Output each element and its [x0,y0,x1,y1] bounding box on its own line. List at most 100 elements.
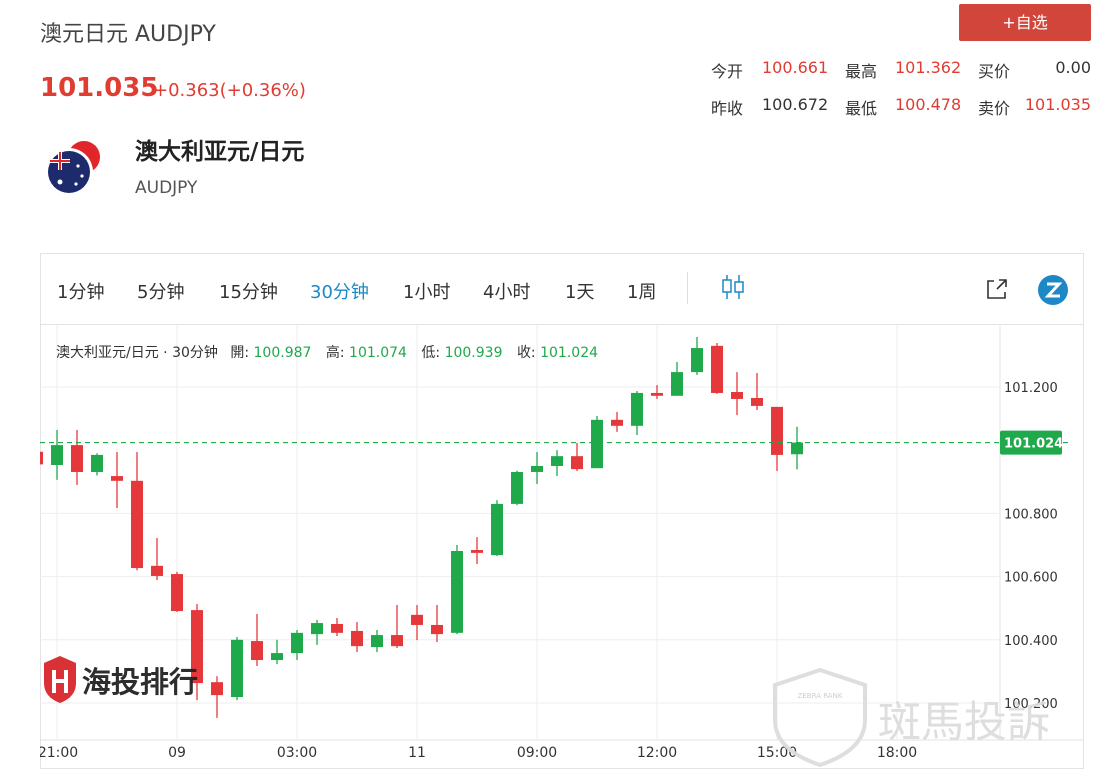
popout-button[interactable] [985,277,1009,301]
stat-value: 101.362 [895,58,962,77]
watermark-right: 斑馬投訴 [878,698,1050,748]
y-tick-label: 100.600 [1004,571,1058,586]
chart: 100.200 100.400 100.600 100.800 101.200 21:00… [40,325,1083,768]
candle-body [671,372,683,396]
interval-tab[interactable]: 15分钟 [219,282,278,303]
y-tick-label: 100.200 [1004,697,1058,712]
candle-body [651,392,663,396]
candle-body [691,348,703,373]
stat-label: 最低 [845,99,878,118]
interval-tab-active[interactable]: 30分钟 [310,282,369,303]
interval-tab[interactable]: 5分钟 [137,282,185,303]
stat-value: 101.035 [1024,95,1091,114]
candle-body [451,550,463,633]
flag-icon [45,141,100,196]
interval-tab[interactable]: 1分钟 [57,282,105,303]
x-tick-label: 21:00 [40,745,78,761]
watchlist-button[interactable]: +自选 [959,4,1091,41]
candle-body [511,471,523,504]
interval-tab[interactable]: 1小时 [403,282,451,303]
candle-body [331,624,343,633]
stat-value: 100.478 [895,95,962,114]
legend-label: 低: [421,345,441,361]
toolbar [40,253,1083,325]
x-tick-label: 18:00 [877,745,917,761]
x-tick-label: 09:00 [517,745,557,761]
candle-body [591,419,603,469]
candle-body [151,565,163,576]
candle-body [231,639,243,698]
stat-label: 昨收 [711,99,744,118]
legend-value: 100.939 [444,345,503,361]
x-tick-label: 09 [168,745,186,761]
candle-body [311,623,323,635]
chart-panel [40,253,1084,769]
x-tick-label: 03:00 [277,745,317,761]
y-tick-label: 101.200 [1004,381,1058,396]
stat-value: 100.672 [762,95,829,114]
logo-button[interactable] [1037,274,1069,306]
stat-value: 100.661 [762,58,829,77]
candle-body [91,454,103,472]
candle-body [531,465,543,472]
stat-label: 买价 [978,62,1011,81]
candle-body [40,451,43,465]
candle-body [631,392,643,426]
candle-body [131,480,143,569]
interval-tab[interactable]: 1周 [627,282,657,303]
legend-label: 開: [230,345,250,361]
legend-value: 101.024 [540,345,599,361]
candle-body [571,456,583,470]
watermark-badge: ZEBRA RANK [798,692,843,700]
candle-body [711,345,723,393]
watermark-left: 海投排行 [82,665,198,699]
candle-body [611,419,623,426]
price-change: +0.363(+0.36%) [153,80,306,101]
candle-body [251,641,263,661]
y-tick-label: 100.800 [1004,507,1058,522]
legend-value: 100.987 [253,345,312,361]
candle-body [471,550,483,553]
legend-label: 高: [325,345,345,361]
x-tick-label: 11 [408,745,426,761]
candle-body [191,610,203,684]
price: 101.035 [40,73,159,103]
instrument-name: 澳大利亚元/日元 [135,139,305,165]
toolbar-divider [687,272,688,304]
last-price-tag [1000,430,1062,455]
candle-body [51,445,63,466]
chart-legend: 澳大利亚元/日元 · 30分钟 開: 100.987 高: 101.074 低:… [56,342,608,362]
stat-value: 0.00 [1055,58,1091,77]
candle-body [771,406,783,455]
legend-title: 澳大利亚元/日元 · 30分钟 [56,345,218,361]
candle-body [71,445,83,472]
candle-body [731,392,743,399]
interval-tab[interactable]: 1天 [565,282,595,303]
instrument-code: AUDJPY [135,178,198,198]
y-tick-label: 100.400 [1004,634,1058,649]
candle-body [171,574,183,612]
candle-body [111,476,123,481]
candle-body [211,682,223,696]
candle-body [791,442,803,455]
candle-body [551,456,563,466]
candle-body [431,624,443,635]
candle-body [351,630,363,647]
candle-body [751,398,763,406]
candle-body [491,503,503,556]
legend-value: 101.074 [349,345,407,361]
candle-body [271,653,283,661]
interval-tab[interactable]: 4小时 [483,282,531,303]
last-price-label: 101.024 [1004,437,1063,452]
page-title: 澳元日元 AUDJPY [40,22,216,47]
legend-label: 收: [516,345,536,361]
chart-type-button[interactable] [720,272,746,302]
candle-body [291,632,303,654]
candle-body [391,635,403,647]
stat-label: 最高 [845,62,878,81]
stat-label: 今开 [711,62,744,81]
candle-body [411,614,423,625]
candle-body [371,635,383,648]
x-tick-label: 12:00 [637,745,677,761]
